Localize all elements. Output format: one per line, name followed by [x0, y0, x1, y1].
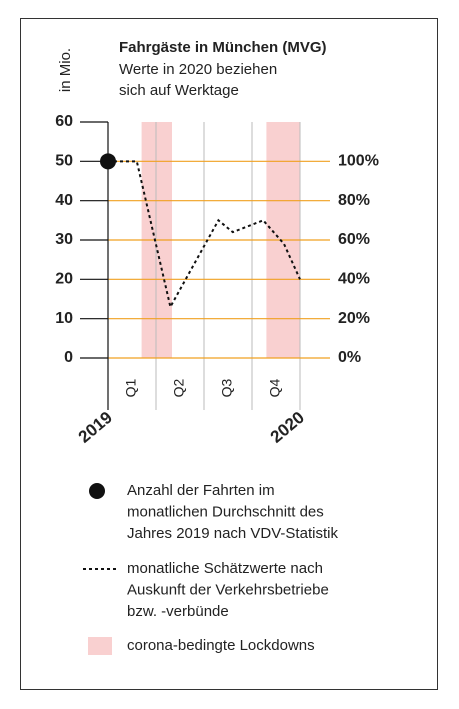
y-tick-label: 20 — [55, 271, 73, 288]
legend-point — [89, 483, 105, 499]
legend-label: corona-bedingte Lockdowns — [127, 637, 315, 654]
chart-title: Fahrgäste in München (MVG) — [119, 39, 327, 56]
y2-tick-label: 60% — [338, 231, 370, 248]
y2-tick-label: 80% — [338, 192, 370, 209]
legend-area — [88, 637, 112, 655]
quarter-label: Q3 — [219, 378, 235, 397]
subtitle: Werte in 2020 beziehen — [119, 61, 277, 78]
frame — [20, 18, 438, 690]
y2-tick-label: 40% — [338, 271, 370, 288]
quarter-label: Q2 — [171, 378, 187, 397]
series-line — [108, 160, 301, 310]
subtitle: sich auf Werktage — [119, 82, 239, 99]
y-tick-label: 40 — [55, 192, 73, 209]
y2-tick-label: 0% — [338, 349, 361, 366]
y-tick-label: 30 — [55, 231, 73, 248]
y2-tick-label: 100% — [338, 153, 379, 170]
legend-label: monatliche Schätzwerte nach — [127, 560, 323, 577]
y-tick-label: 60 — [55, 113, 73, 130]
quarter-label: Q1 — [123, 378, 139, 397]
average-point — [100, 153, 116, 170]
legend-label: Jahres 2019 nach VDV-Statistik — [127, 525, 338, 542]
legend-label: monatlichen Durchschnitt des — [127, 503, 324, 520]
legend-label: Anzahl der Fahrten im — [127, 482, 275, 499]
legend-label: bzw. -verbünde — [127, 603, 229, 620]
y-tick-label: 10 — [55, 310, 73, 327]
y2-tick-label: 20% — [338, 310, 370, 327]
x-tick-label: 2020 — [267, 408, 308, 447]
legend-label: Auskunft der Verkehrsbetriebe — [127, 581, 329, 598]
quarter-label: Q4 — [267, 378, 283, 397]
y-tick-label: 0 — [64, 349, 73, 366]
y-tick-label: 50 — [55, 153, 73, 170]
y-axis-label: in Mio. — [57, 48, 74, 92]
x-tick-label: 2019 — [75, 408, 116, 447]
